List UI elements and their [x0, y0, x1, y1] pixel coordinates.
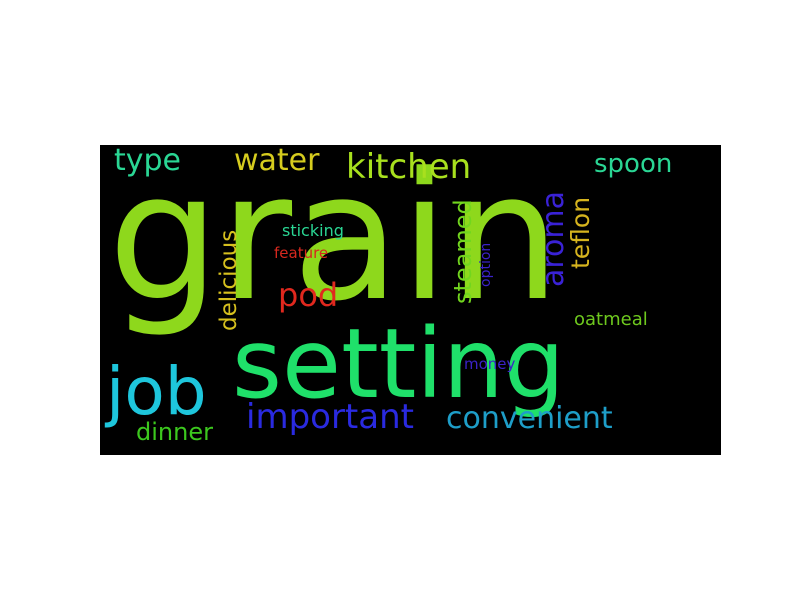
word-delicious: delicious: [216, 229, 242, 331]
word-teflon: teflon: [566, 196, 595, 269]
word-spoon: spoon: [594, 149, 673, 179]
word-job: job: [106, 353, 207, 430]
word-option: option: [478, 242, 494, 287]
word-water: water: [234, 145, 320, 178]
word-setting: setting: [232, 308, 565, 420]
word-feature: feature: [274, 244, 329, 262]
word-money: money: [464, 355, 516, 373]
word-pod: pod: [278, 276, 339, 314]
word-oatmeal: oatmeal: [574, 309, 648, 330]
word-steamed: steamed: [449, 199, 477, 304]
word-important: important: [246, 397, 414, 437]
word-cloud: grain setting job important convenient k…: [100, 145, 721, 455]
word-grain: grain: [108, 145, 561, 340]
word-convenient: convenient: [446, 401, 613, 436]
word-sticking: sticking: [282, 221, 344, 240]
word-kitchen: kitchen: [346, 147, 472, 187]
word-aroma: aroma: [536, 190, 571, 287]
word-type: type: [114, 145, 182, 178]
word-dinner: dinner: [136, 418, 213, 446]
